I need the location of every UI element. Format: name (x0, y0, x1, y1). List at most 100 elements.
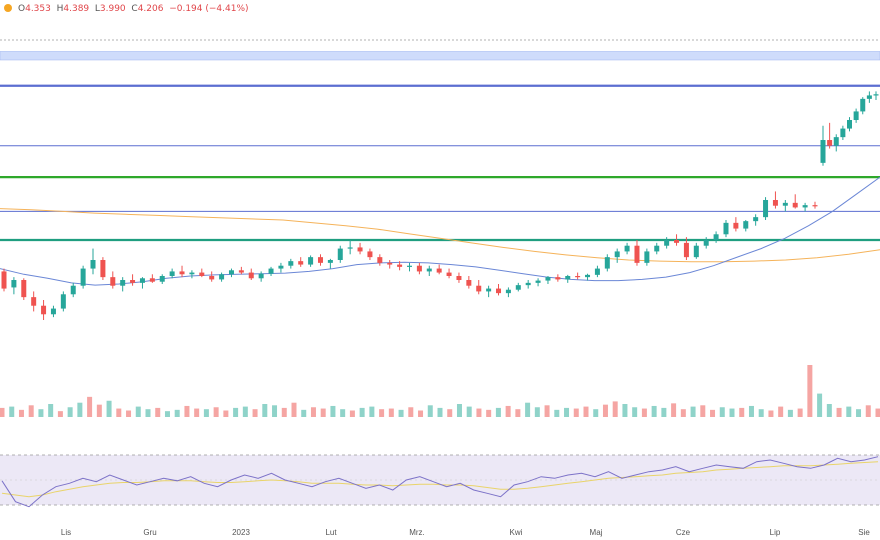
volume-bar (223, 410, 229, 417)
volume-bar (388, 408, 394, 417)
candle-body (812, 205, 818, 207)
candle-body (169, 271, 175, 276)
candle-body (866, 95, 872, 99)
volume-bar (87, 396, 93, 417)
volume-bar (641, 408, 647, 417)
candle-body (219, 274, 225, 280)
volume-bar (18, 409, 24, 417)
close-label: C (131, 4, 138, 14)
volume-bar (826, 404, 832, 417)
volume-bar (661, 407, 667, 417)
volume-bar (9, 406, 15, 417)
candle-body (209, 276, 215, 280)
ma-fast-line (0, 176, 880, 286)
x-tick-label: Lip (770, 528, 781, 537)
symbol-status-icon (4, 4, 12, 12)
volume-bar (690, 406, 696, 417)
volume-bar (875, 408, 880, 417)
close-value: 4.206 (137, 4, 164, 14)
candle-body (644, 251, 650, 263)
x-tick-label: Cze (676, 528, 691, 537)
volume-bar (680, 409, 686, 417)
candle-body (833, 137, 839, 146)
candle-body (763, 200, 769, 218)
volume-bar (203, 409, 209, 417)
candle-body (515, 285, 521, 290)
volume-bar (320, 408, 326, 417)
candle-body (298, 261, 304, 265)
volume-bar (564, 407, 570, 417)
high-label: H (56, 4, 64, 14)
candle-body (847, 120, 852, 129)
x-tick-label: Mrz. (409, 528, 425, 537)
candle-body (555, 277, 561, 280)
candle-body (1, 271, 7, 289)
candle-body (416, 265, 422, 272)
volume-bar (739, 407, 745, 417)
candle-body (397, 264, 403, 267)
x-tick-label: Lut (325, 528, 337, 537)
volume-bar (544, 405, 550, 417)
volume-bar (77, 402, 83, 417)
candle-body (614, 251, 620, 258)
candle-body (50, 308, 56, 315)
volume-bar (700, 405, 706, 417)
volume-bar (418, 410, 424, 417)
volume-bar (817, 393, 823, 417)
x-tick-label: 2023 (232, 528, 250, 537)
candle-body (476, 285, 482, 292)
candle-body (278, 265, 284, 269)
volume-bar (807, 365, 813, 417)
candle-body (337, 248, 343, 260)
candle-body (347, 247, 353, 249)
candle-body (31, 297, 37, 306)
volume-bar (525, 402, 531, 417)
volume-bar (622, 404, 628, 417)
candle-body (327, 260, 333, 263)
candle-body (496, 288, 502, 294)
candle-body (873, 94, 879, 96)
volume-bar (466, 406, 472, 417)
candle-body (258, 273, 264, 279)
volume-bar (340, 409, 346, 417)
candle-body (772, 200, 778, 206)
volume-bar (515, 409, 521, 417)
volume-bar (310, 407, 316, 417)
low-label: L (94, 4, 100, 14)
candle-body (407, 265, 412, 267)
candle-body (317, 257, 323, 263)
volume-bar (145, 409, 151, 417)
volume-bar (408, 407, 414, 417)
volume-bar (330, 405, 336, 417)
x-tick-label: Lis (61, 528, 71, 537)
candle-body (456, 276, 462, 280)
candle-body (80, 268, 86, 286)
volume-bar (437, 407, 443, 417)
candle-body (228, 270, 234, 275)
candle-body (565, 276, 571, 280)
candle-body (130, 280, 136, 283)
candle-body (41, 305, 47, 315)
candle-body (11, 280, 17, 288)
volume-bar (797, 408, 803, 417)
volume-bar (116, 408, 122, 417)
candle-body (357, 247, 363, 252)
volume-bar (846, 406, 852, 417)
candle-body (100, 260, 106, 278)
volume-bar (632, 407, 638, 417)
candle-body (505, 289, 511, 294)
volume-bar (96, 404, 102, 417)
volume-bar (213, 407, 219, 417)
candle-body (693, 245, 699, 258)
candle-body (238, 270, 244, 273)
candle-body (90, 260, 96, 269)
candle-body (634, 245, 640, 263)
candle-body (377, 257, 383, 263)
candle-body (753, 217, 759, 222)
candle-body (436, 268, 442, 273)
candle-body (199, 272, 205, 276)
volume-bar (729, 408, 735, 417)
change-value: −0.194 (169, 4, 203, 14)
volume-bar (281, 407, 287, 417)
